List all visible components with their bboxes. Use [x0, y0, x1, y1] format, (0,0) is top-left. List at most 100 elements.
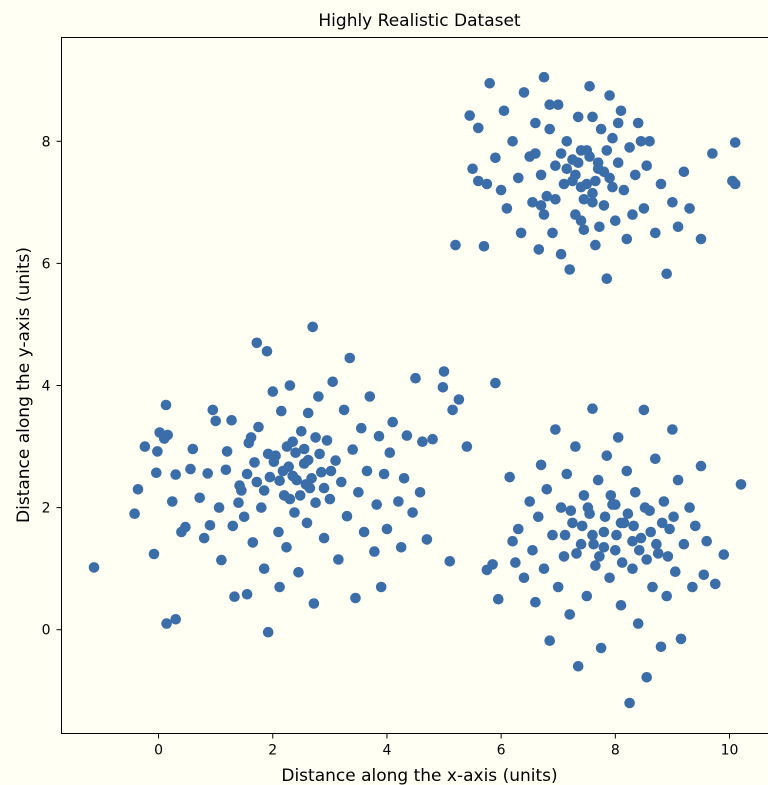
- data-point: [611, 529, 622, 541]
- data-point: [284, 493, 296, 505]
- data-point: [398, 473, 410, 484]
- data-point: [444, 556, 456, 567]
- data-point: [273, 526, 284, 538]
- data-point: [535, 169, 547, 181]
- data-point: [710, 578, 721, 590]
- data-point: [668, 511, 679, 523]
- data-point: [258, 563, 270, 574]
- data-point: [550, 194, 561, 205]
- data-point: [571, 548, 582, 559]
- data-point: [615, 517, 627, 529]
- data-point: [170, 614, 181, 625]
- data-point: [493, 593, 504, 605]
- data-point: [213, 502, 225, 513]
- data-point: [535, 459, 547, 471]
- data-point: [578, 194, 590, 205]
- data-point: [575, 215, 587, 226]
- data-point: [241, 589, 253, 600]
- data-point: [281, 542, 292, 553]
- data-point: [664, 523, 675, 535]
- data-point: [287, 470, 299, 482]
- data-point: [729, 178, 741, 190]
- data-point: [598, 542, 610, 553]
- data-point: [544, 635, 555, 646]
- data-point: [358, 526, 370, 538]
- data-point: [227, 520, 239, 532]
- data-point: [313, 391, 324, 402]
- data-point: [695, 460, 707, 472]
- data-point: [538, 209, 550, 220]
- data-point: [578, 224, 590, 236]
- data-point: [498, 105, 510, 117]
- data-point: [594, 551, 605, 562]
- data-point: [561, 163, 573, 175]
- data-point: [490, 377, 501, 389]
- data-point: [194, 492, 205, 504]
- data-point: [572, 111, 584, 123]
- data-point: [595, 123, 607, 135]
- data-point: [356, 422, 367, 434]
- y-tick-label: 8: [42, 134, 51, 150]
- data-point: [251, 476, 263, 488]
- data-point: [261, 346, 273, 357]
- data-point: [187, 443, 199, 455]
- data-point: [601, 273, 613, 285]
- data-point: [639, 502, 651, 513]
- data-point: [167, 496, 178, 507]
- data-point: [621, 233, 633, 245]
- data-point: [461, 441, 473, 452]
- data-point: [587, 529, 598, 541]
- data-point: [624, 142, 635, 153]
- data-point: [650, 227, 661, 239]
- data-point: [610, 215, 621, 226]
- data-point: [241, 468, 253, 480]
- data-point: [544, 123, 555, 135]
- data-point: [598, 200, 610, 211]
- data-point: [353, 487, 364, 498]
- data-point: [632, 618, 644, 629]
- data-point: [281, 441, 293, 452]
- data-point: [610, 545, 621, 556]
- data-point: [561, 136, 573, 147]
- data-point: [607, 132, 618, 144]
- data-point: [661, 268, 672, 280]
- data-point: [590, 175, 601, 187]
- data-point: [607, 181, 618, 193]
- data-point: [616, 557, 628, 568]
- data-point: [162, 429, 173, 441]
- data-point: [152, 446, 163, 457]
- data-point: [641, 554, 652, 565]
- data-point: [364, 391, 376, 402]
- data-point: [407, 507, 418, 518]
- data-point: [707, 148, 718, 159]
- data-point: [604, 572, 615, 584]
- data-point: [655, 178, 667, 190]
- data-point: [530, 596, 541, 608]
- data-point: [161, 618, 172, 629]
- data-point: [301, 517, 313, 529]
- data-point: [678, 538, 690, 550]
- data-point: [558, 178, 570, 190]
- data-point: [587, 187, 598, 199]
- data-point: [302, 454, 314, 466]
- data-point: [198, 532, 210, 544]
- data-point: [547, 227, 558, 239]
- data-point: [447, 404, 458, 416]
- data-point: [507, 535, 518, 547]
- data-point: [644, 136, 655, 147]
- data-point: [567, 517, 578, 529]
- data-point: [264, 471, 276, 483]
- data-point: [690, 520, 701, 532]
- data-point: [627, 563, 638, 574]
- data-point: [555, 148, 567, 159]
- data-point: [695, 233, 707, 245]
- data-point: [393, 496, 404, 507]
- data-point: [595, 642, 607, 654]
- data-point: [253, 421, 264, 433]
- data-point: [527, 197, 538, 208]
- data-point: [604, 90, 615, 101]
- chart-title: Highly Realistic Dataset: [318, 11, 521, 31]
- data-point: [478, 241, 490, 252]
- data-point: [672, 221, 684, 233]
- data-point: [601, 145, 613, 156]
